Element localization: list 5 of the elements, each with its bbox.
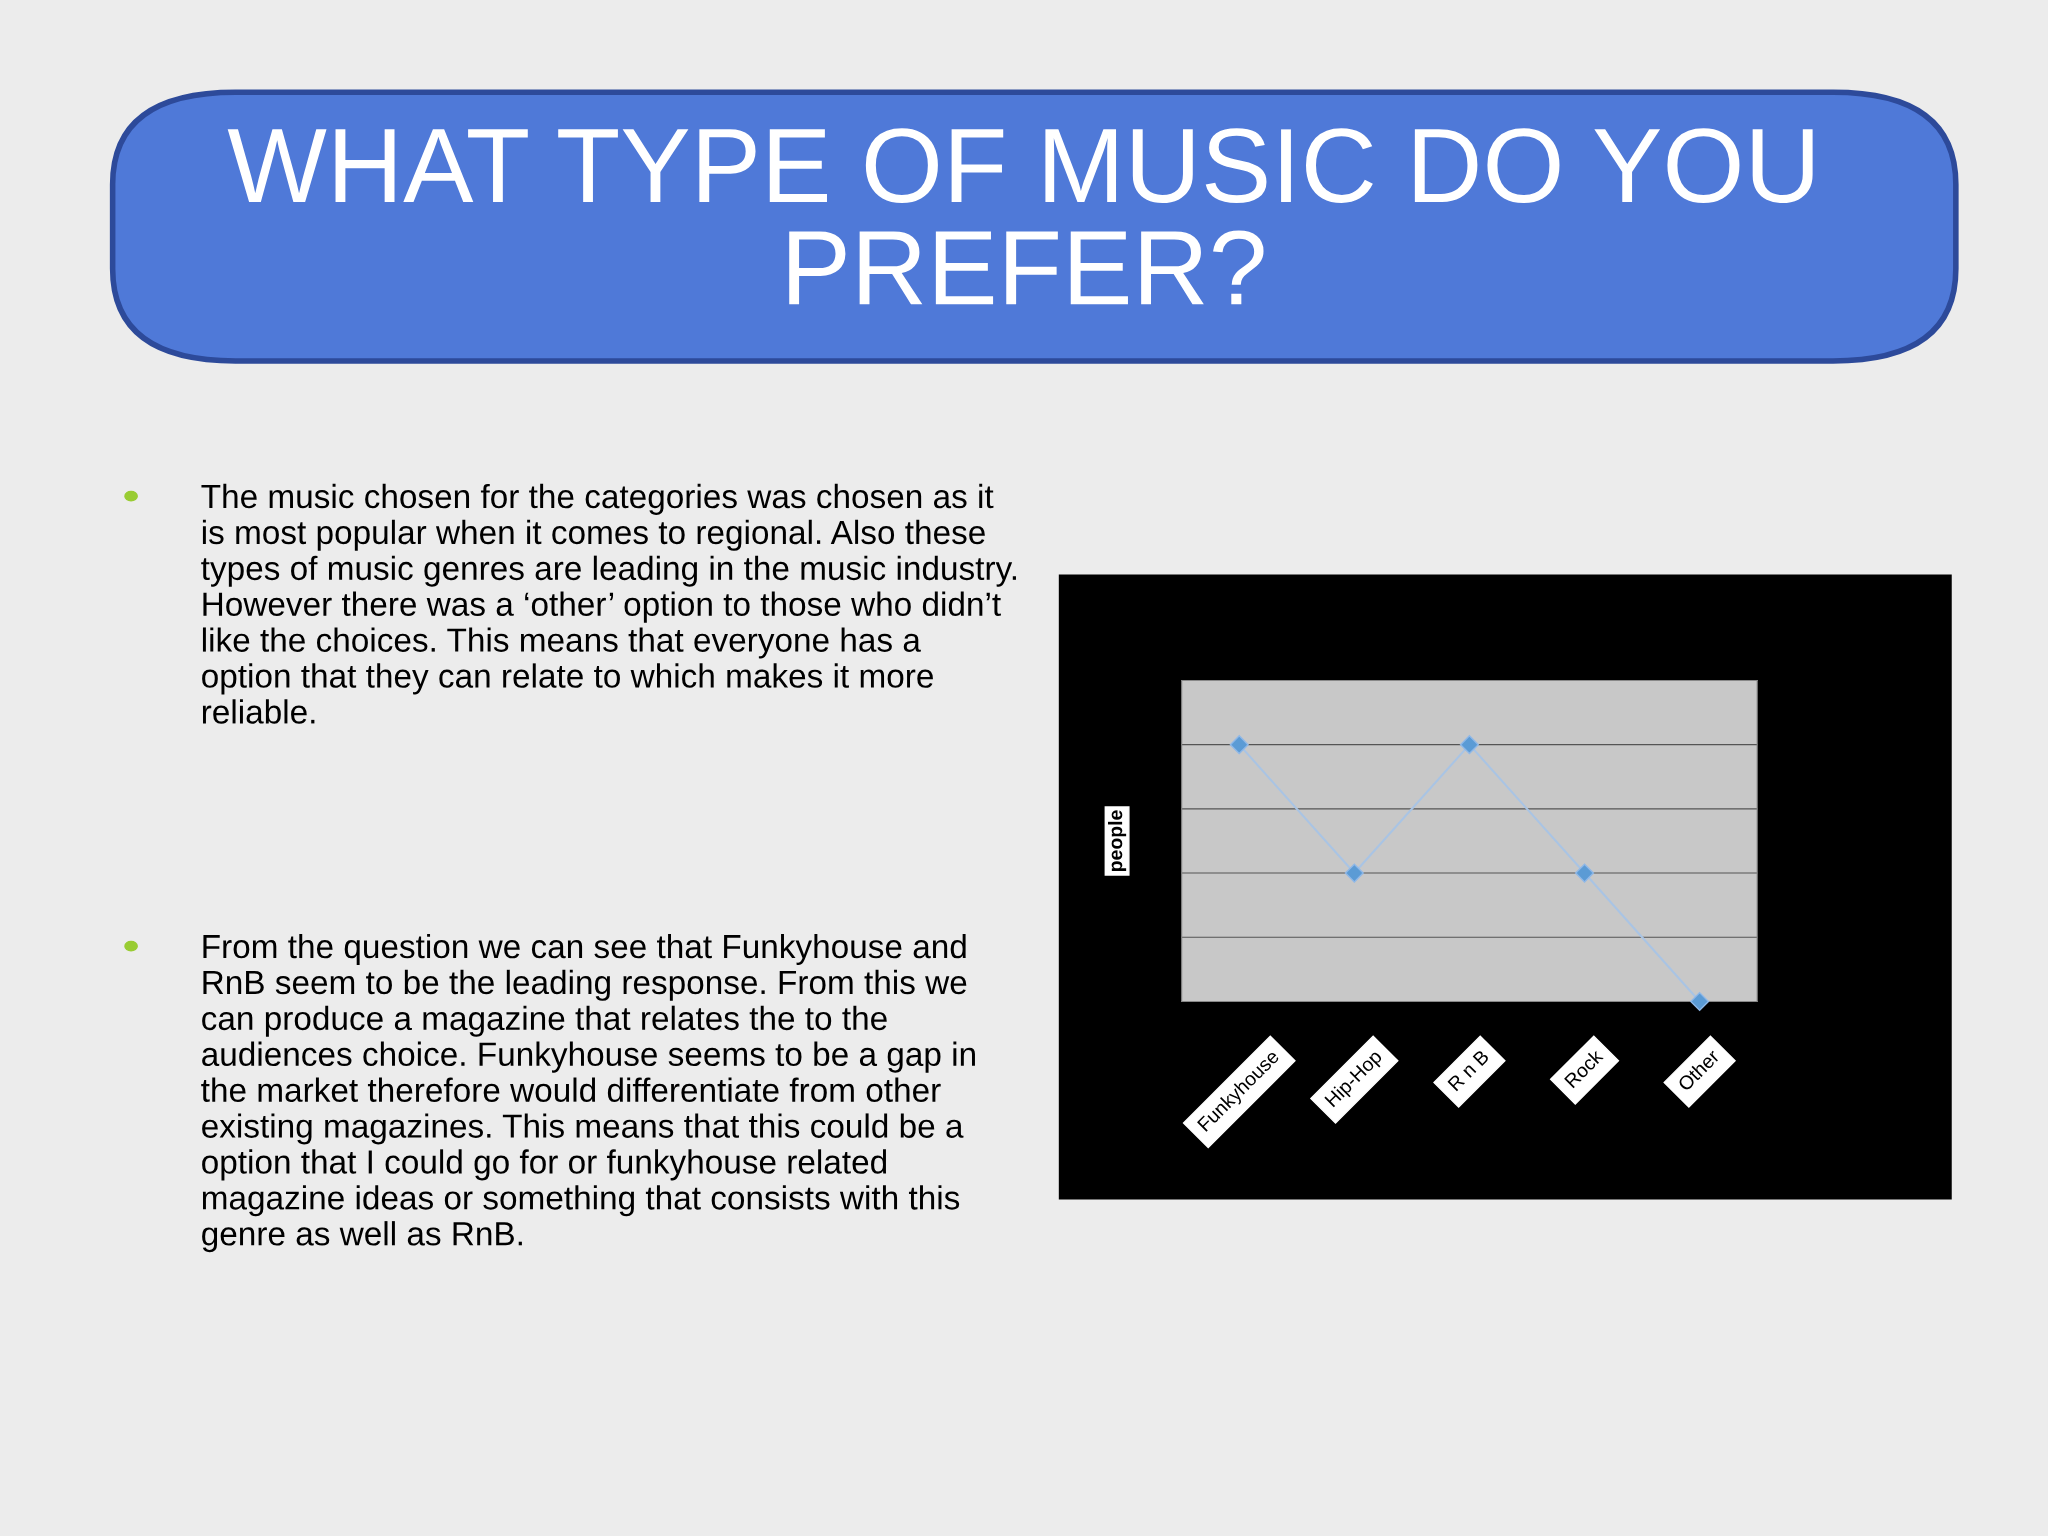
text: The music chosen for the categories was chosen as it is most popular when it comes to regional. Also these types of music genres are leading in the music industry. However there was a ‘other’ option to those who didn’t like the choices. This means that everyone has a option that they can relate to which makes it more reliable.	[201, 483, 1016, 724]
text: From the question we can see that Funkyhouse and RnB seem to be the leading response. From this we can produce a magazine that relates the to the audiences choice. Funkyhouse seems to be a gap in the market therefore would differentiate from other existing magazines. This means that this could be a option that I could go for or funkyhouse related magazine ideas or something that consists with this genre as well as RnB.	[201, 933, 975, 1253]
y-axis-title: people	[1108, 810, 1127, 872]
x-tick-label: R n B	[1447, 1049, 1490, 1092]
chart-title: WHAT TYPE OF MUSIC DO YOU PREFER?	[227, 128, 1813, 305]
